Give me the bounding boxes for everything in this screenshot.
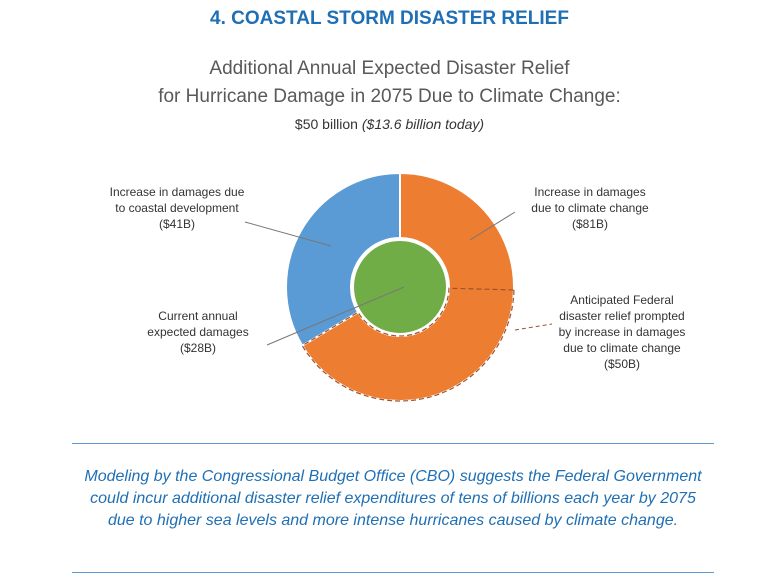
slice-development bbox=[285, 171, 401, 348]
label-value: ($81B) bbox=[571, 217, 609, 231]
section-title: 4. COASTAL STORM DISASTER RELIEF bbox=[210, 8, 569, 29]
leader-climate bbox=[469, 211, 516, 241]
subtitle-today: ($13.6 billion today) bbox=[361, 116, 485, 132]
label-line: Increase in damages bbox=[534, 185, 646, 199]
label-development: Increase in damages due to coastal develo… bbox=[92, 184, 262, 232]
leader-current bbox=[266, 286, 405, 346]
relief-highlight bbox=[301, 287, 515, 402]
divider-bottom bbox=[72, 572, 714, 573]
label-line: by increase in damages bbox=[558, 325, 686, 339]
label-line: disaster relief prompted bbox=[559, 309, 685, 323]
label-current: Current annual expected damages ($28B) bbox=[128, 308, 268, 356]
label-value: ($41B) bbox=[158, 217, 196, 231]
label-value: ($50B) bbox=[603, 357, 641, 371]
label-line: Increase in damages due bbox=[109, 185, 245, 199]
chart-subtitle: $50 billion ($13.6 billion today) bbox=[0, 116, 779, 132]
slice-current bbox=[352, 239, 448, 335]
label-line: Current annual bbox=[158, 309, 238, 323]
subtitle-amount: $50 billion bbox=[294, 116, 358, 132]
label-climate: Increase in damages due to climate change… bbox=[510, 184, 670, 232]
leader-development bbox=[244, 221, 332, 247]
label-line: due to climate change bbox=[531, 201, 649, 215]
note-text: Modeling by the Congressional Budget Off… bbox=[84, 468, 702, 529]
label-line: Anticipated Federal bbox=[570, 293, 674, 307]
label-relief: Anticipated Federal disaster relief promp… bbox=[532, 292, 712, 372]
leader-relief bbox=[514, 323, 553, 331]
label-line: expected damages bbox=[147, 325, 249, 339]
divider-top bbox=[72, 443, 714, 444]
label-value: ($28B) bbox=[179, 341, 217, 355]
label-line: to coastal development bbox=[115, 201, 239, 215]
chart-title-line2: for Hurricane Damage in 2075 Due to Clim… bbox=[158, 86, 621, 107]
label-line: due to climate change bbox=[563, 341, 681, 355]
chart-title-line1: Additional Annual Expected Disaster Reli… bbox=[209, 58, 570, 79]
